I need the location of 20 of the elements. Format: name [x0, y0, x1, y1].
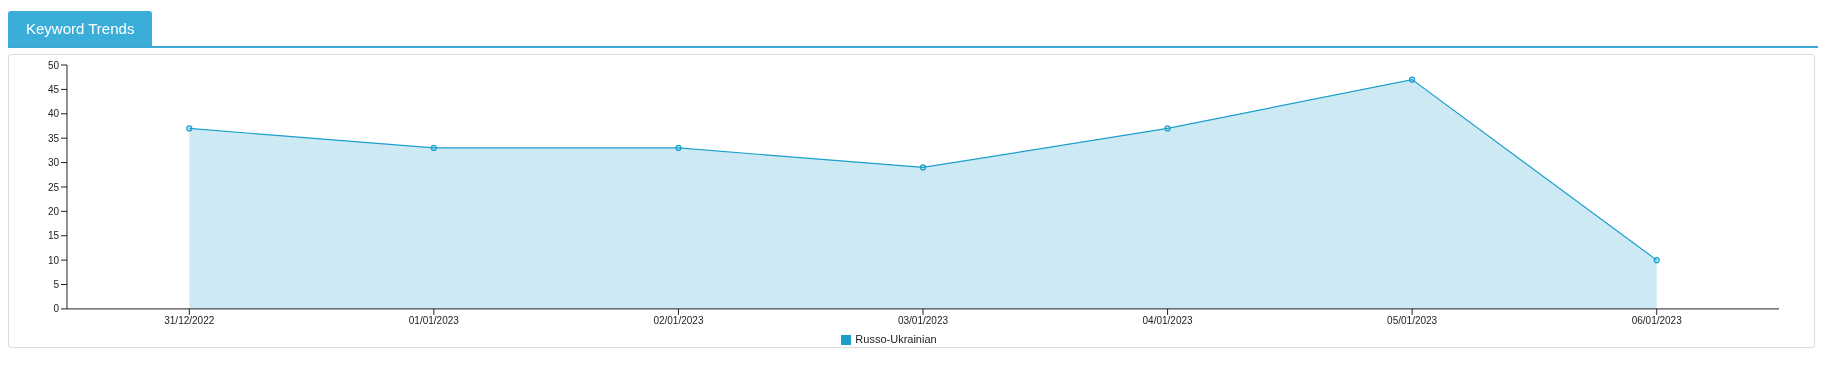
legend-label: Russo-Ukrainian	[855, 332, 937, 345]
x-tick-label: 04/01/2023	[1142, 315, 1194, 327]
x-tick-label: 02/01/2023	[653, 315, 704, 327]
y-tick-label: 30	[47, 157, 60, 169]
y-tick-label: 35	[47, 132, 60, 144]
y-tick-label: 50	[47, 59, 60, 71]
y-tick-label: 5	[53, 279, 60, 291]
y-tick-label: 0	[53, 303, 60, 315]
x-tick-label: 03/01/2023	[897, 315, 949, 327]
x-tick-label: 31/12/2022	[164, 315, 215, 327]
x-tick-label: 06/01/2023	[1631, 315, 1683, 327]
chart-title: Keyword Trends	[8, 11, 153, 46]
y-tick-label: 15	[47, 230, 60, 242]
y-tick-label: 25	[47, 181, 60, 193]
y-tick-label: 10	[47, 254, 60, 266]
y-tick-label: 20	[47, 205, 60, 217]
y-tick-label: 45	[47, 83, 60, 95]
x-tick-label: 05/01/2023	[1387, 315, 1438, 327]
y-tick-label: 40	[47, 108, 60, 120]
x-tick-label: 01/01/2023	[408, 315, 460, 327]
